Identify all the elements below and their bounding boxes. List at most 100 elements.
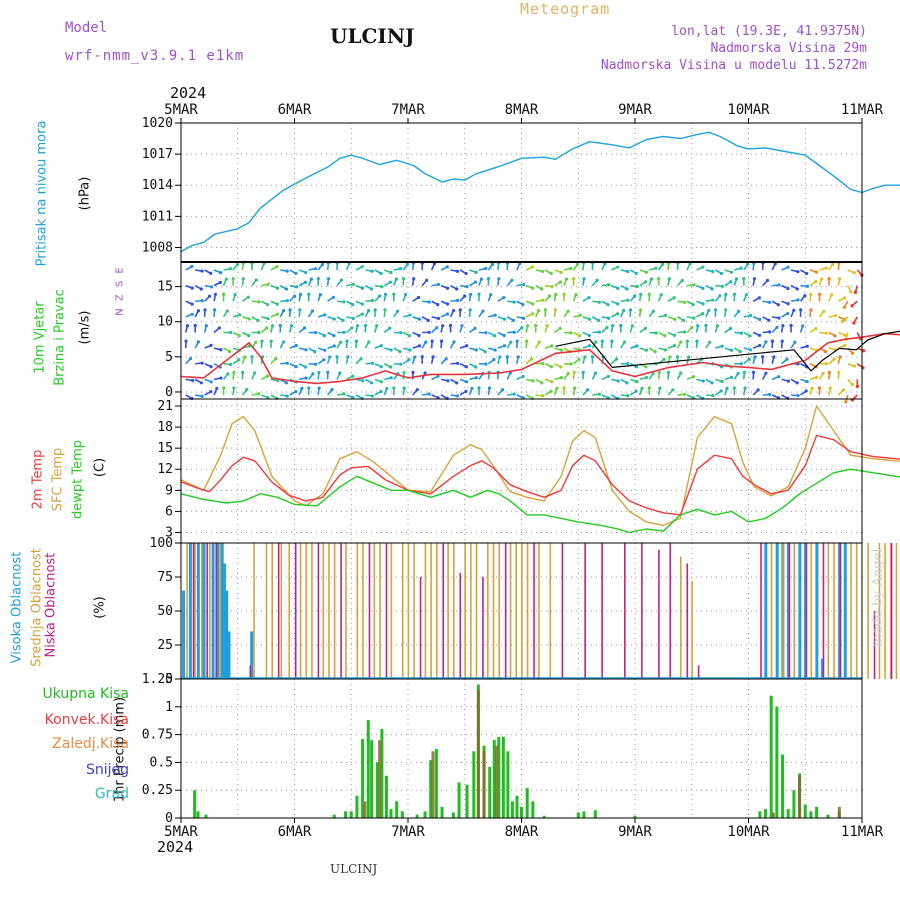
lonlat-info: lon,lat (19.3E, 41.9375N) [671, 24, 867, 39]
wind-arrow-head [823, 350, 828, 354]
footer-station: ULCINJ [330, 862, 378, 876]
wind-arrow-head [302, 326, 307, 330]
wind-arrow-head [360, 286, 365, 290]
wind-arrow-head [285, 299, 289, 303]
cloud-low-bar [192, 543, 195, 679]
precip-total-bar [515, 795, 519, 818]
wind-arrow-head [332, 333, 336, 338]
wind-arrow-head [213, 308, 217, 312]
wind-arrow-head [423, 371, 427, 375]
cloud-mid-bar [435, 543, 438, 679]
wind-arrow-head [578, 334, 582, 338]
wind-arrow-head [399, 331, 403, 335]
wind-arrow-head [232, 386, 236, 390]
cloud-low-bar [873, 611, 876, 679]
wind-arrow-head [307, 386, 311, 390]
cloud-low-bar [805, 543, 808, 679]
precip-total-bar [204, 814, 208, 818]
cloud-high-bar [227, 631, 231, 679]
wind-arrow-head [464, 365, 468, 369]
wind-arrow-head [795, 381, 799, 385]
wind-arrow-head [275, 312, 279, 316]
cloud-high-bar [211, 543, 215, 679]
wind-arrow-head [379, 271, 383, 276]
wind-arrow-head [413, 355, 417, 359]
wind-arrow-head [309, 277, 313, 281]
wind-arrow-head [657, 370, 661, 375]
cloud-low-bar [686, 563, 689, 679]
wind-arrow-head [322, 334, 327, 338]
wind-arrow-head [412, 277, 416, 281]
wind-arrow-head [593, 371, 598, 375]
wind-arrow-head [715, 324, 720, 328]
wind-arrow-head [748, 334, 752, 338]
wind-arrow-head [833, 334, 837, 338]
wind-arrow-head [746, 262, 750, 266]
wind-arrow-head [269, 339, 273, 343]
x-tick-label-bottom: 7MAR [391, 824, 425, 840]
x-tick-label-top: 7MAR [391, 102, 425, 118]
cloud-mid-bar [833, 543, 835, 679]
wind-arrow-head [464, 389, 468, 393]
wind-arrow-head [695, 339, 699, 343]
wind-arrow-head [734, 277, 739, 281]
wind-arrow-head [616, 302, 620, 306]
wind-arrow-head [285, 394, 289, 398]
wind-arrow-head [360, 265, 364, 269]
wind-arrow-head [465, 285, 469, 289]
cloud-high-bar [798, 543, 802, 679]
wind-arrow-head [559, 365, 563, 369]
wind-arrow-head [226, 372, 230, 376]
cloud-high-bar [843, 543, 847, 679]
cloud-high-bar [787, 543, 791, 679]
wind-arrow-head [332, 317, 336, 321]
wind-arrow-head [294, 343, 298, 348]
cloud-low-bar [839, 543, 842, 679]
cloud-low-bar [277, 543, 280, 679]
wind-arrow-head [360, 312, 364, 316]
wind-arrow-head [838, 277, 842, 281]
cloud-low-bar [584, 543, 586, 679]
wind-arrow-head [634, 365, 639, 369]
cloud-low-bar [601, 543, 603, 679]
wind-arrow-head [680, 278, 684, 283]
wind-arrow-head [512, 330, 516, 334]
wind-arrow-head [510, 278, 514, 282]
precip-total-bar [531, 801, 535, 818]
y-tick-label: 1 [165, 700, 173, 715]
wind-arrow-head [420, 355, 424, 359]
cloud-mid-bar [219, 543, 221, 679]
cloud-mid-bar [373, 543, 376, 679]
legend-total-rain: Ukupna Kisa [42, 686, 129, 702]
wind-arrow-head [566, 371, 570, 376]
wind-arrow-head [275, 286, 279, 290]
wind-arrow-head [682, 318, 686, 322]
wind-arrow-head [622, 308, 626, 313]
wind-arrow-head [827, 370, 832, 374]
wind-arrow-head [323, 313, 327, 317]
wind-arrow-head [345, 339, 349, 343]
wind-arrow-head [653, 350, 657, 354]
wind-axis-title: 10m Vjetar [32, 301, 48, 374]
wind-arrow-head [739, 362, 743, 366]
wind-arrow-head [339, 278, 344, 282]
precip-convective-bar [798, 775, 802, 818]
wind-arrow-head [303, 280, 307, 284]
precip-total-bar [792, 790, 796, 818]
wind-arrow-head [566, 309, 570, 313]
wind-arrow-head [739, 266, 743, 270]
wind-arrow-head [606, 303, 610, 307]
cloud-mid-bar [515, 543, 518, 679]
wind-arrow-head [215, 386, 219, 391]
wind-arrow-head [260, 339, 264, 343]
wind-arrow-head [805, 379, 809, 384]
precip-total-bar [472, 751, 476, 818]
wind-arrow-head [474, 348, 478, 352]
wind-arrow-head [200, 299, 204, 303]
wind-arrow-head [256, 318, 260, 322]
precip-total-bar [370, 740, 374, 818]
precip-total-bar [457, 782, 461, 818]
cloud-mid-bar [280, 543, 283, 679]
wind-arrow-head [238, 313, 242, 317]
cloud-mid-bar [498, 543, 500, 679]
